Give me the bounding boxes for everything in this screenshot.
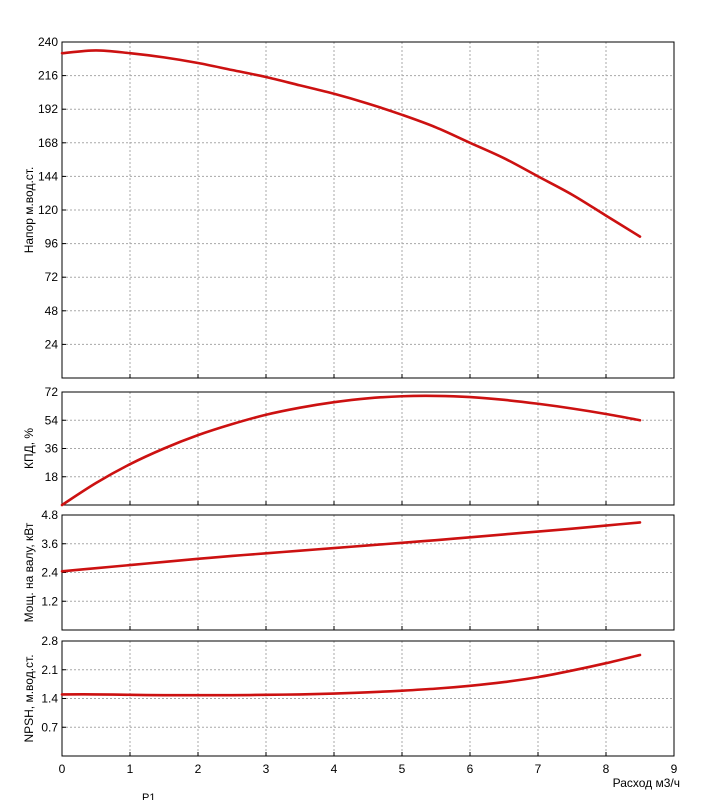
panel-frame-npsh — [61, 640, 675, 757]
y-axis-title-head: Напор м.вод.ст. — [22, 167, 36, 254]
x-axis-title: Расход м3/ч — [613, 776, 680, 790]
y-tick-label-head: 240 — [38, 35, 58, 49]
x-tick-label: 4 — [331, 762, 338, 776]
x-tick-label: 8 — [603, 762, 610, 776]
y-tick-label-power: 2.4 — [41, 566, 58, 580]
y-tick-label-npsh: 1.4 — [41, 692, 58, 706]
x-tick-label: 5 — [399, 762, 406, 776]
y-tick-label-efficiency: 72 — [45, 385, 59, 399]
y-axis-title-efficiency: КПД, % — [22, 428, 36, 469]
y-tick-label-efficiency: 36 — [45, 442, 59, 456]
curve-power — [60, 521, 642, 573]
y-tick-label-npsh: 0.7 — [41, 720, 58, 734]
y-tick-label-head: 216 — [38, 69, 58, 83]
y-tick-label-head: 168 — [38, 136, 58, 150]
y-tick-label-head: 144 — [38, 169, 58, 183]
x-tick-label: 1 — [127, 762, 134, 776]
y-tick-label-head: 192 — [38, 102, 58, 116]
y-tick-label-head: 120 — [38, 203, 58, 217]
curve-efficiency — [60, 394, 642, 507]
x-tick-label: 7 — [535, 762, 542, 776]
curves-layer — [60, 49, 642, 697]
x-tick-label: 9 — [671, 762, 678, 776]
y-tick-label-head: 24 — [45, 337, 59, 351]
curve-npsh — [60, 653, 642, 697]
y-tick-label-efficiency: 54 — [45, 413, 59, 427]
y-tick-label-npsh: 2.1 — [41, 663, 58, 677]
x-tick-label: 0 — [59, 762, 66, 776]
x-tick-label: 3 — [263, 762, 270, 776]
curve-head — [60, 49, 642, 238]
y-tick-label-power: 1.2 — [41, 594, 58, 608]
y-tick-label-head: 96 — [45, 237, 59, 251]
curve-label: P1 — [142, 792, 155, 800]
x-tick-label: 6 — [467, 762, 474, 776]
y-tick-label-power: 3.6 — [41, 537, 58, 551]
y-tick-label-power: 4.8 — [41, 508, 58, 522]
y-tick-label-head: 48 — [45, 304, 59, 318]
x-tick-label: 2 — [195, 762, 202, 776]
y-axis-title-power: Мощ. на валу, кВт — [22, 522, 36, 622]
y-tick-label-head: 72 — [45, 270, 59, 284]
panel-frame-head — [61, 41, 675, 379]
y-tick-label-npsh: 2.8 — [41, 634, 58, 648]
y-tick-label-efficiency: 18 — [45, 470, 59, 484]
panel-frame-efficiency — [61, 391, 675, 506]
y-axis-title-npsh: NPSH, м.вод.ст. — [22, 654, 36, 742]
grid-layer — [62, 41, 674, 756]
